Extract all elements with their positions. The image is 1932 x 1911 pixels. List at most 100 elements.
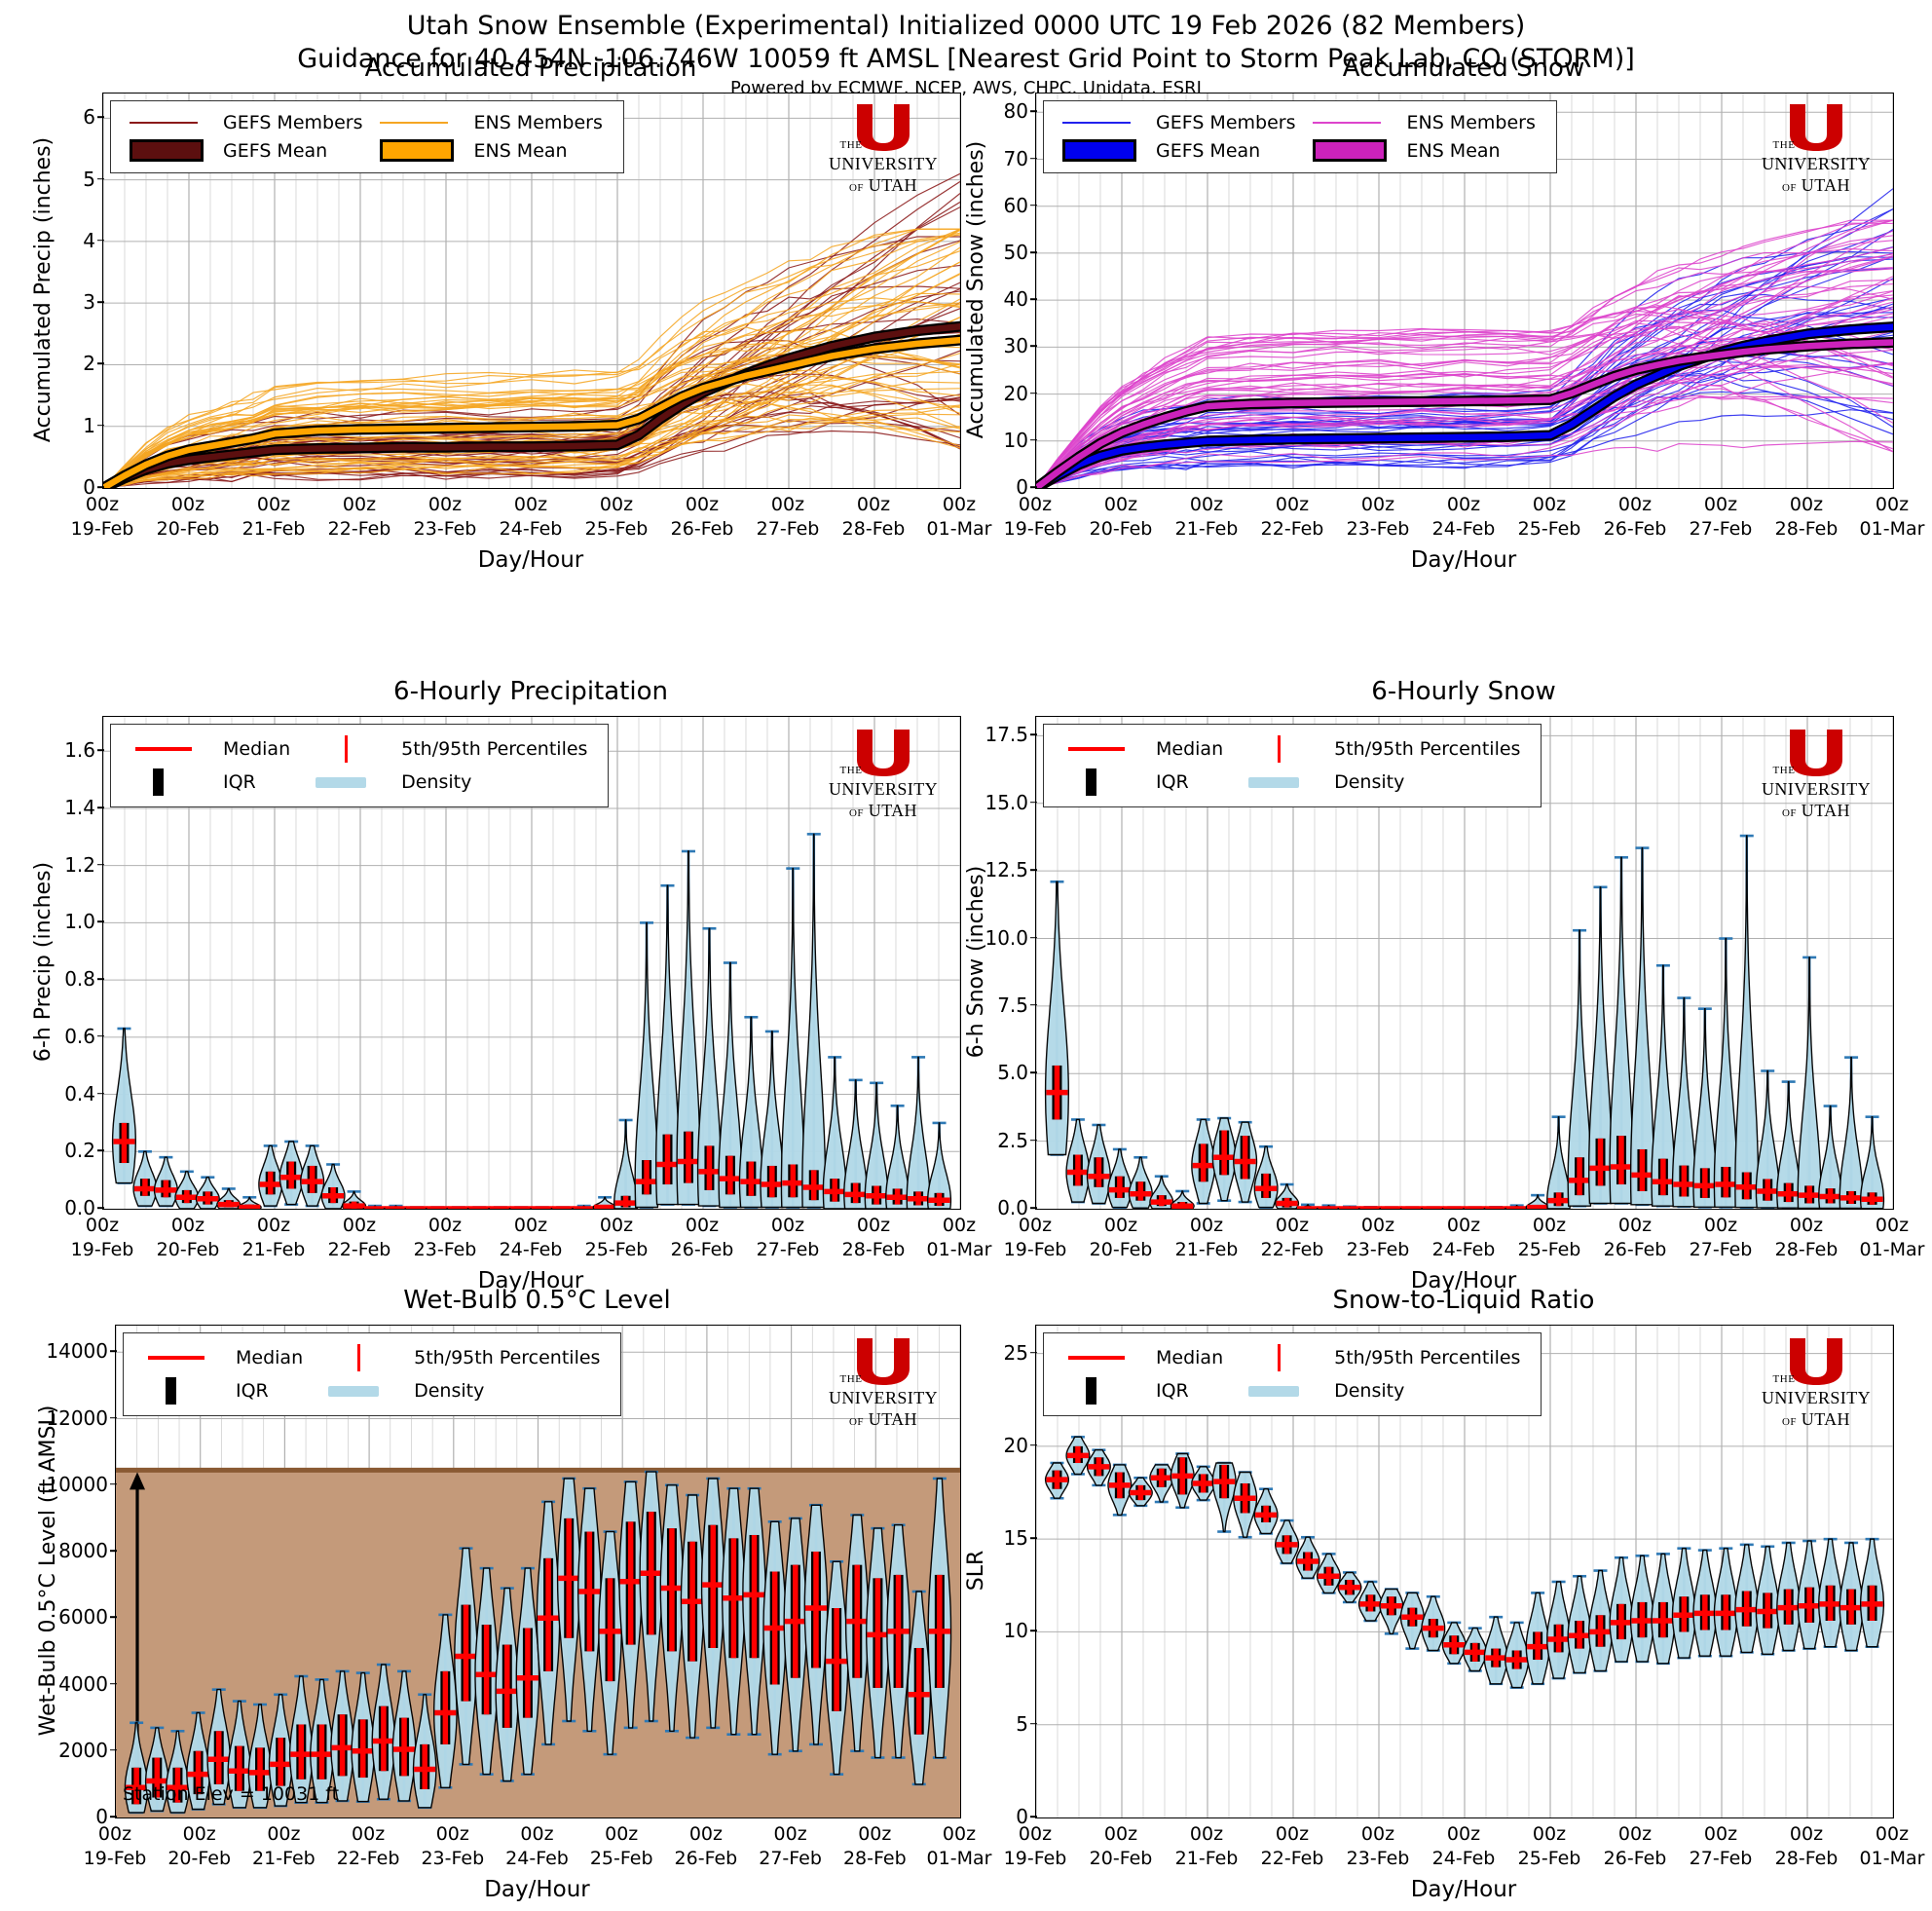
x-tick-label: 00z 24-Feb [505,1822,569,1871]
legend-swatch-bar [380,139,455,162]
x-tick-date: 22-Feb [336,1848,400,1869]
x-tick-date: 20-Feb [1089,518,1153,540]
logo-line-university: UNIVERSITY [829,1388,938,1407]
x-tick-label: 00z 22-Feb [1261,1214,1324,1262]
x-tick-date: 01-Mar [1859,1239,1925,1260]
y-tick-label: 2 [10,352,104,375]
y-tick-label: 3 [10,290,104,314]
panel-title: Accumulated Snow [1342,54,1585,83]
x-tick-label: 00z 22-Feb [328,1214,391,1262]
y-tick-label: 5 [943,1712,1037,1736]
x-tick-label: 00z 19-Feb [1004,1822,1067,1871]
legend-swatch [133,1341,227,1374]
x-tick-hour: 00z [267,1823,301,1845]
legend-swatch [312,1341,405,1374]
x-tick-hour: 00z [1703,494,1738,515]
logo-line-the: THE [1772,765,1796,776]
x-tick-hour: 00z [1446,494,1481,515]
x-tick-label: 00z 20-Feb [157,493,220,542]
x-tick-hour: 00z [1189,494,1224,515]
panel-six-hourly-snow: 6-Hourly Snow 6-h Snow (inches) 0.0 2.5 5.0 7… [943,677,1924,1295]
x-tick-date: 26-Feb [674,1848,738,1869]
x-tick-hour: 00z [256,1215,291,1236]
legend-label: Median [1156,738,1224,760]
x-tick-date: 23-Feb [1346,1239,1410,1260]
x-tick-hour: 00z [427,1215,463,1236]
y-tick-label: 1 [10,414,104,437]
legend-swatch [1054,109,1147,136]
logo-line-the: THE [839,1373,863,1385]
y-tick-label: 20 [943,1434,1037,1457]
x-tick-label: 00z 25-Feb [1518,1214,1581,1262]
utah-u-icon [1754,102,1878,153]
legend-swatch [1304,136,1397,165]
x-tick-hour: 00z [1446,1823,1481,1845]
y-axis-label: SLR [964,1550,988,1592]
y-tick-label: 1.6 [10,738,104,762]
x-tick-date: 21-Feb [242,1239,306,1260]
x-tick-date: 21-Feb [1174,1848,1239,1869]
x-tick-date: 22-Feb [1260,518,1324,540]
utah-u-icon [1754,1336,1878,1387]
legend-swatch [121,136,214,165]
x-tick-date: 22-Feb [327,518,391,540]
legend-swatch-density [316,776,367,788]
x-tick-hour: 00z [605,1823,639,1845]
x-tick-label: 00z 21-Feb [1175,1214,1239,1262]
x-tick-label: 00z 22-Feb [1261,493,1324,542]
x-tick-label: 00z 20-Feb [1090,1214,1153,1262]
legend-label: GEFS Mean [1156,139,1261,162]
x-tick-label: 00z 19-Feb [1004,1214,1067,1262]
x-axis-label: Day/Hour [484,1877,590,1902]
x-tick-label: 00z 24-Feb [500,1214,563,1262]
x-tick-label: 00z 28-Feb [1775,1214,1839,1262]
y-tick-label: 4000 [22,1672,117,1696]
y-tick-label: 10 [943,429,1037,452]
x-axis-label: Day/Hour [1410,1268,1517,1293]
x-tick-hour: 00z [1275,1215,1310,1236]
legend-label: Density [414,1380,485,1402]
x-tick-date: 20-Feb [1089,1239,1153,1260]
logo-line-of-utah: OF UTAH [849,801,917,820]
legend-swatch [312,1374,405,1407]
y-tick-label: 6000 [22,1605,117,1629]
x-tick-date: 01-Mar [926,1848,992,1869]
x-tick-date: 25-Feb [1517,1239,1581,1260]
panel-six-hourly-precipitation: 6-Hourly Precipitation 6-h Precip (inches… [10,677,991,1295]
x-tick-hour: 00z [1446,1215,1481,1236]
panel-title: 6-Hourly Snow [1371,677,1556,706]
chart-legend: Median 5th/95th Percentiles IQR Density [1043,724,1542,807]
x-tick-date: 23-Feb [413,1239,477,1260]
x-tick-hour: 00z [1189,1215,1224,1236]
chart-legend: GEFS Members ENS Members GEFS Mean ENS Mean [1043,100,1557,173]
y-tick-label: 0 [10,475,104,499]
x-tick-date: 19-Feb [70,1239,134,1260]
utah-u-icon [821,728,946,778]
x-tick-label: 00z 23-Feb [421,1822,484,1871]
x-tick-hour: 00z [1018,1823,1053,1845]
legend-swatch-density [1248,1385,1300,1397]
legend-swatch-bar [130,139,204,162]
x-tick-label: 00z 26-Feb [1604,1214,1667,1262]
legend-swatch-density [1248,776,1300,788]
logo-line-university: UNIVERSITY [829,779,938,799]
x-tick-hour: 00z [599,494,634,515]
y-tick-label: 0.2 [10,1139,104,1162]
x-tick-date: 21-Feb [1174,1239,1239,1260]
x-axis-label: Day/Hour [1410,1877,1517,1902]
x-tick-label: 00z 25-Feb [1518,1822,1581,1871]
y-tick-label: 5 [10,168,104,191]
legend-label: ENS Members [1406,112,1536,133]
legend-label: 5th/95th Percentiles [414,1347,601,1368]
x-tick-label: 00z 24-Feb [500,493,563,542]
x-tick-hour: 00z [1532,1215,1567,1236]
legend-swatch [299,766,392,799]
y-tick-label: 50 [943,241,1037,264]
y-tick-label: 20 [943,382,1037,405]
y-tick-label: 1.0 [10,910,104,933]
legend-swatch-line [380,121,449,125]
x-tick-label: 00z 23-Feb [1347,1822,1410,1871]
x-tick-hour: 00z [85,1215,120,1236]
x-tick-hour: 00z [942,494,977,515]
x-tick-hour: 00z [942,1823,977,1845]
